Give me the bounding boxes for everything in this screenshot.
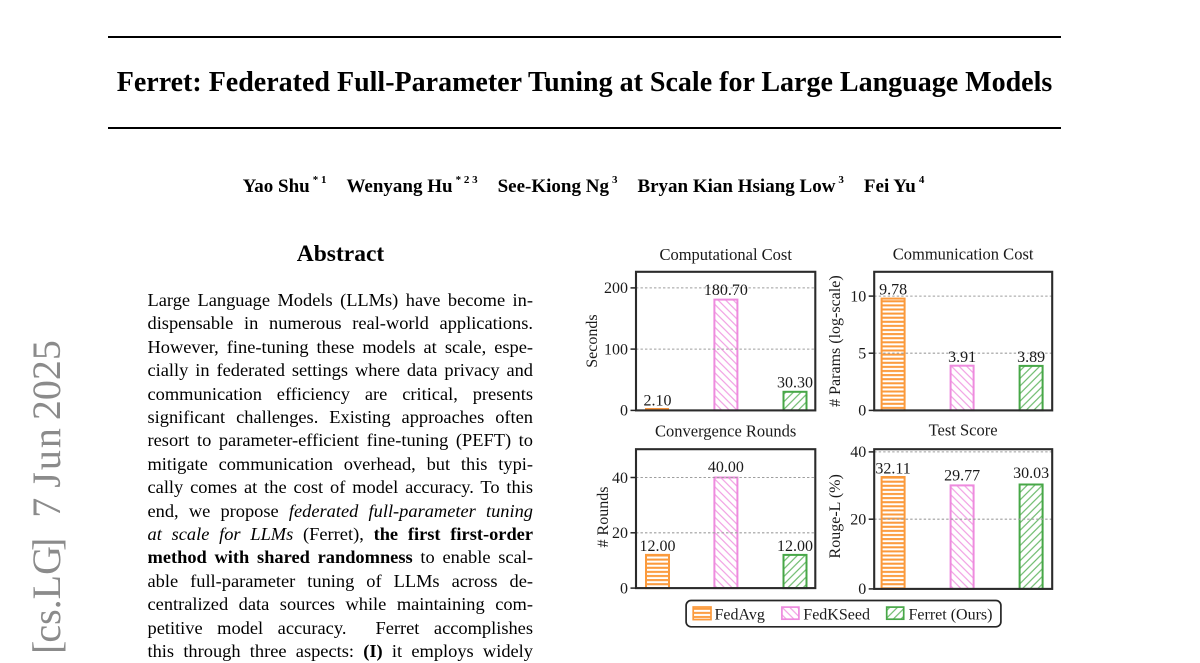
svg-text:2.10: 2.10 [644, 393, 672, 410]
svg-text:32.11: 32.11 [875, 461, 910, 478]
svg-text:9.78: 9.78 [879, 282, 907, 299]
svg-text:12.00: 12.00 [640, 538, 676, 555]
svg-text:Communication Cost: Communication Cost [893, 244, 1034, 263]
svg-text:30.03: 30.03 [1013, 465, 1049, 482]
svg-text:FedAvg: FedAvg [715, 606, 765, 623]
svg-text:40: 40 [612, 470, 628, 487]
svg-text:0: 0 [620, 403, 628, 420]
svg-text:FedKSeed: FedKSeed [803, 606, 870, 623]
svg-text:10: 10 [850, 288, 866, 305]
svg-text:3.91: 3.91 [948, 349, 976, 366]
svg-text:200: 200 [604, 280, 628, 297]
svg-text:Convergence Rounds: Convergence Rounds [655, 422, 796, 441]
svg-text:Test Score: Test Score [929, 420, 998, 439]
svg-text:Seconds: Seconds [584, 314, 601, 367]
svg-text:Rouge-L (%): Rouge-L (%) [827, 474, 844, 558]
svg-text:40.00: 40.00 [708, 459, 744, 476]
svg-text:0: 0 [858, 403, 866, 420]
svg-text:Computational Cost: Computational Cost [659, 245, 792, 264]
svg-text:30.30: 30.30 [777, 375, 813, 392]
svg-text:Ferret (Ours): Ferret (Ours) [909, 606, 993, 623]
svg-text:20: 20 [612, 525, 628, 542]
svg-text:0: 0 [858, 581, 866, 598]
svg-text:100: 100 [604, 341, 628, 358]
svg-text:180.70: 180.70 [704, 282, 748, 299]
svg-text:0: 0 [620, 580, 628, 597]
svg-text:20: 20 [850, 512, 866, 529]
svg-text:5: 5 [858, 346, 866, 363]
svg-text:3.89: 3.89 [1017, 349, 1045, 366]
svg-text:# Rounds: # Rounds [595, 487, 612, 548]
svg-text:40: 40 [850, 444, 866, 461]
svg-text:# Params (log-scale): # Params (log-scale) [827, 275, 844, 407]
svg-text:29.77: 29.77 [944, 468, 980, 485]
svg-text:12.00: 12.00 [777, 538, 813, 555]
